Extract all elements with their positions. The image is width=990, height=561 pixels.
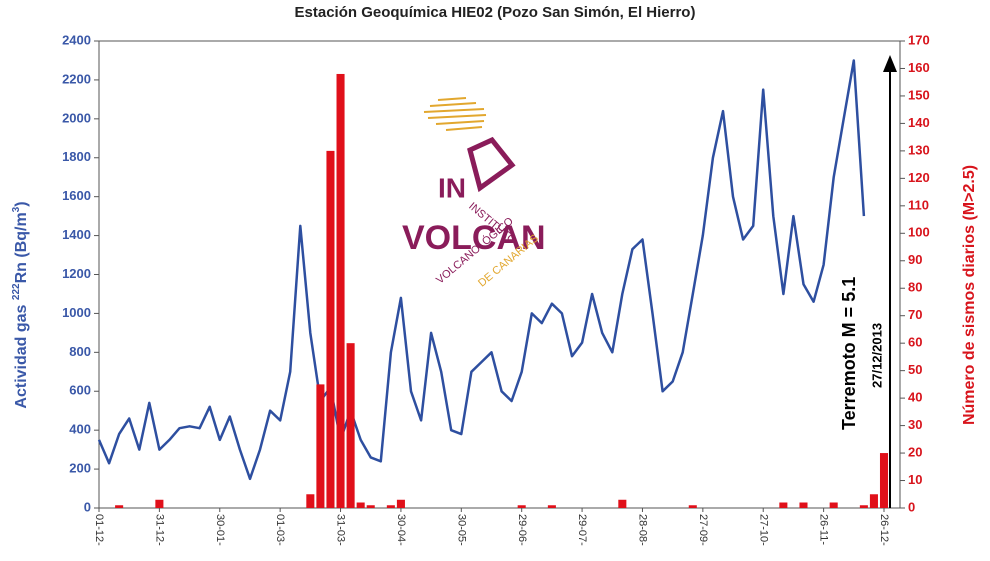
x-tick-label: 29-07- (576, 514, 588, 546)
y2-axis-label: Número de sismos diarios (M>2.5) (961, 165, 978, 425)
y2-tick-label: 110 (908, 197, 929, 212)
logo-shape (467, 136, 516, 193)
x-tick-label: 26-12- (878, 514, 890, 546)
label-part: Rn (Bq/m (13, 212, 30, 283)
bar (688, 505, 697, 508)
logo-lines (423, 97, 487, 131)
y2-tick-label: 100 (908, 225, 930, 240)
bar (386, 505, 395, 508)
y-tick-label: 2200 (62, 71, 91, 86)
bar (869, 494, 878, 508)
x-tick-label: 29-06- (516, 514, 528, 546)
bar (326, 150, 335, 508)
x-tick-label: 30-01- (214, 514, 226, 546)
bar (879, 453, 889, 508)
x-tick-label: 26-11- (818, 514, 830, 545)
logo-text: VOLCAN (402, 219, 546, 257)
y2-tick-label: 30 (908, 417, 922, 432)
x-tick-label: 01-12- (93, 514, 105, 546)
x-tick-label: 31-12- (153, 514, 165, 546)
y-tick-label: 1000 (62, 305, 91, 320)
y-tick-label: 1200 (62, 266, 91, 281)
y-axis-label: Actividad gas 222Rn (Bq/m3) (11, 201, 31, 408)
y2-tick-label: 70 (908, 307, 922, 322)
y2-tick-label: 90 (908, 252, 922, 267)
chart-title: Estación Geoquímica HIE02 (Pozo San Simó… (295, 4, 696, 21)
y2-tick-label: 40 (908, 390, 922, 405)
x-tick-label: 30-05- (455, 514, 467, 546)
label-sup: 3 (11, 206, 22, 212)
x-tick-label: 30-04- (395, 514, 407, 546)
bar (366, 505, 375, 508)
y2-tick-label: 10 (908, 472, 922, 487)
bar (517, 505, 526, 508)
logo-text: IN (438, 172, 466, 203)
x-tick-label: 31-03- (335, 514, 347, 546)
y-tick-label: 2000 (62, 110, 91, 125)
y2-tick-label: 0 (908, 499, 915, 514)
x-tick-label: 27-10- (757, 514, 769, 546)
y-tick-label: 600 (69, 383, 91, 398)
y2-tick-label: 60 (908, 335, 922, 350)
y-tick-label: 200 (69, 461, 91, 476)
x-tick-label: 28-08- (637, 514, 649, 546)
bar (336, 73, 345, 508)
bar (799, 502, 808, 508)
bar (779, 502, 788, 508)
y2-tick-label: 120 (908, 170, 930, 185)
label-sup: 222 (11, 283, 22, 300)
bar (859, 505, 868, 508)
bar (316, 384, 325, 508)
y2-tick-label: 80 (908, 280, 922, 295)
label-part: ) (13, 201, 30, 206)
y-tick-label: 400 (69, 422, 91, 437)
y-tick-label: 0 (84, 499, 91, 514)
annotation: 27/12/2013 (869, 323, 884, 388)
label-part: Actividad gas (13, 300, 30, 408)
y-tick-label: 1800 (62, 149, 91, 164)
arrow-head (883, 55, 897, 72)
line (97, 59, 866, 481)
x-tick-label: 01-03- (274, 514, 286, 546)
bar (356, 502, 365, 508)
bar (346, 343, 355, 508)
y2-tick-label: 160 (908, 60, 930, 75)
bar (829, 502, 838, 508)
bar (155, 499, 164, 508)
y-tick-label: 1400 (62, 227, 91, 242)
x-tick-label: 27-09- (697, 514, 709, 546)
logo: IN VOLCAN INSTITUTO VOLCANOLÓGICO DE CAN… (402, 97, 546, 290)
bar (115, 505, 124, 508)
y2-tick-label: 150 (908, 87, 930, 102)
y2-tick-label: 140 (908, 115, 930, 130)
bar (547, 505, 556, 508)
bar (618, 499, 627, 508)
bar (306, 494, 315, 508)
y2-tick-label: 130 (908, 142, 930, 157)
y2-tick-label: 20 (908, 444, 922, 459)
y2-tick-label: 50 (908, 362, 922, 377)
annotation: Terremoto M = 5.1 (839, 277, 859, 430)
y2-tick-label: 170 (908, 32, 930, 47)
y-tick-label: 2400 (62, 32, 91, 47)
bar (396, 499, 405, 508)
y-tick-label: 1600 (62, 188, 91, 203)
y-tick-label: 800 (69, 344, 91, 359)
